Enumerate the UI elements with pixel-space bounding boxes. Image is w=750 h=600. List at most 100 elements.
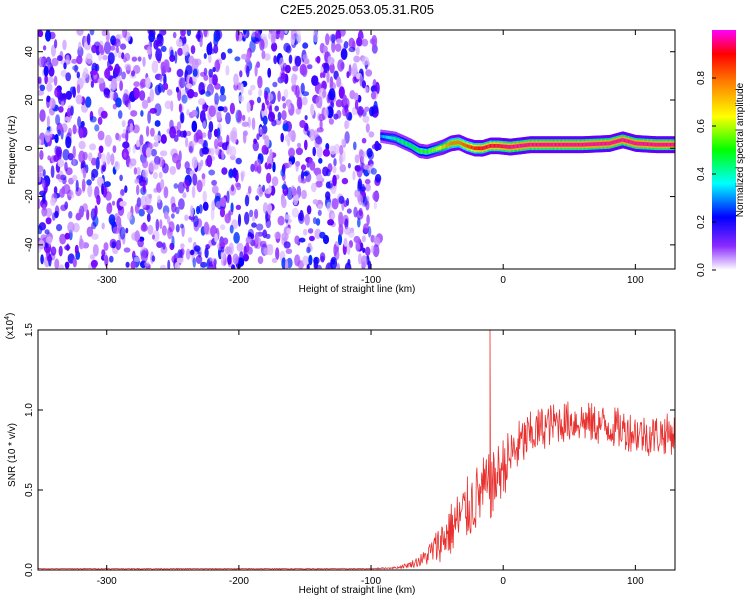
noise-blob: [337, 233, 343, 246]
noise-blob: [296, 96, 303, 110]
signal-cell: [449, 142, 451, 146]
snr-frame: [37, 329, 676, 571]
noise-blob: [97, 116, 103, 125]
noise-blob: [201, 173, 206, 180]
noise-blob: [372, 191, 380, 202]
noise-blob: [155, 218, 160, 232]
noise-blob: [186, 109, 190, 116]
noise-blob: [226, 246, 232, 254]
noise-blob: [147, 110, 152, 124]
signal-cell: [385, 135, 388, 139]
noise-blob: [38, 56, 44, 68]
exponent-prefix: (x10: [5, 319, 16, 339]
noise-blob: [119, 200, 127, 207]
noise-blob: [241, 121, 249, 127]
noise-blob: [39, 190, 47, 197]
noise-blob: [336, 109, 342, 119]
noise-blob: [114, 161, 120, 171]
noise-blob: [300, 178, 307, 184]
noise-blob: [254, 232, 259, 245]
noise-blob: [193, 245, 201, 252]
noise-blob: [115, 215, 122, 227]
y-tick-label: 40: [24, 46, 35, 58]
noise-blob: [78, 128, 84, 139]
noise-blob: [203, 74, 209, 81]
noise-blob: [155, 48, 163, 62]
noise-blob: [264, 135, 270, 149]
noise-blob: [262, 133, 266, 140]
noise-blob: [59, 233, 67, 245]
noise-blob: [317, 204, 323, 210]
noise-blob: [295, 160, 301, 167]
svg-text:(x104): (x104): [4, 313, 16, 340]
noise-blob: [54, 87, 61, 98]
noise-blob: [92, 244, 99, 257]
noise-blob: [98, 145, 104, 154]
noise-blob: [174, 261, 180, 269]
noise-blob: [338, 195, 345, 204]
noise-blob: [144, 261, 150, 267]
noise-blob: [272, 81, 278, 88]
noise-blob: [312, 146, 317, 157]
noise-blob: [142, 181, 146, 193]
spectrogram-y-axis-label: Frequency (Hz): [7, 116, 18, 185]
noise-blob: [71, 58, 78, 64]
signal-cell: [607, 141, 609, 146]
noise-blob: [295, 30, 301, 42]
signal-cell: [441, 145, 443, 150]
noise-blob: [370, 91, 377, 100]
noise-blob: [141, 99, 149, 110]
noise-blob: [266, 172, 272, 184]
signal-cell: [403, 140, 405, 145]
signal-cell: [435, 147, 438, 151]
noise-blob: [41, 207, 48, 217]
noise-blob: [226, 190, 230, 204]
noise-blob: [214, 59, 221, 73]
noise-blob: [140, 78, 147, 88]
spectrogram-y-ticks: -40 -20 0 20 40: [24, 46, 675, 252]
noise-blob: [109, 88, 115, 101]
noise-blob: [356, 37, 363, 47]
noise-blob: [311, 75, 319, 86]
noise-blob: [238, 94, 245, 103]
noise-blob: [355, 46, 360, 56]
noise-blob: [366, 148, 373, 158]
noise-blob: [364, 106, 370, 112]
noise-blob: [302, 42, 309, 49]
signal-cell: [668, 142, 670, 147]
noise-blob: [272, 161, 276, 173]
noise-blob: [259, 128, 264, 136]
noise-blob: [117, 51, 122, 59]
noise-blob: [302, 54, 308, 60]
noise-blob: [192, 257, 196, 268]
noise-blob: [149, 30, 156, 38]
noise-blob: [263, 90, 269, 100]
noise-blob: [364, 86, 369, 94]
noise-blob: [123, 152, 127, 158]
noise-blob: [53, 75, 58, 87]
noise-blob: [227, 254, 232, 265]
noise-blob: [313, 257, 319, 269]
noise-blob: [78, 41, 82, 51]
noise-blob: [146, 213, 151, 222]
noise-blob: [366, 214, 370, 226]
signal-cell: [576, 142, 578, 147]
signal-cell: [551, 142, 554, 147]
spectrogram-heatmap: [38, 30, 675, 269]
noise-blob: [344, 108, 350, 118]
noise-blob: [358, 149, 365, 160]
noise-blob: [91, 221, 97, 230]
noise-blob: [197, 30, 201, 42]
noise-blob: [329, 101, 335, 109]
y-tick-label: 1.0: [24, 403, 35, 417]
noise-blob: [292, 65, 299, 72]
noise-blob: [95, 157, 100, 170]
noise-blob: [160, 178, 165, 190]
noise-blob: [157, 195, 161, 204]
noise-blob: [60, 204, 67, 212]
signal-cell: [487, 144, 489, 149]
y-tick-label: 0: [24, 145, 35, 151]
signal-cell: [566, 142, 569, 147]
noise-blob: [64, 232, 71, 240]
noise-blob: [225, 65, 230, 76]
